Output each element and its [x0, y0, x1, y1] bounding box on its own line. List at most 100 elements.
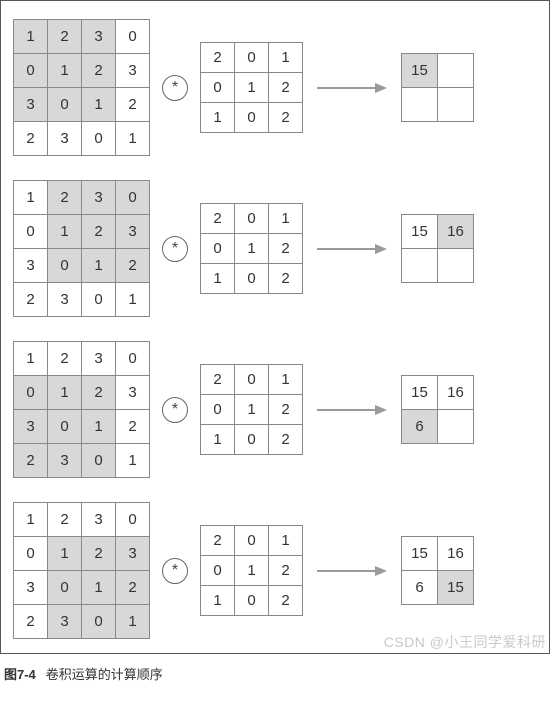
cell: 3	[14, 88, 48, 122]
cell: 2	[116, 249, 150, 283]
cell: 1	[14, 503, 48, 537]
cell: 0	[235, 526, 269, 556]
cell: 2	[269, 586, 303, 616]
cell: 0	[14, 537, 48, 571]
cell: 0	[116, 503, 150, 537]
cell: 0	[14, 376, 48, 410]
cell: 2	[48, 503, 82, 537]
cell: 0	[235, 365, 269, 395]
cell: 3	[48, 444, 82, 478]
cell: 0	[82, 444, 116, 478]
cell: 0	[14, 54, 48, 88]
arrow-icon	[315, 241, 389, 257]
cell: 1	[82, 249, 116, 283]
cell: 1	[116, 283, 150, 317]
cell: 2	[269, 73, 303, 103]
cell: 2	[48, 342, 82, 376]
cell: 2	[201, 43, 235, 73]
cell: 2	[48, 181, 82, 215]
caption-label: 图7-4	[4, 667, 36, 682]
cell: 1	[116, 605, 150, 639]
cell: 2	[14, 122, 48, 156]
cell: 1	[116, 122, 150, 156]
convolution-op-icon: *	[162, 558, 188, 584]
cell: 0	[48, 249, 82, 283]
cell: 0	[14, 215, 48, 249]
cell: 0	[48, 571, 82, 605]
output-grid: 1516	[401, 214, 474, 283]
cell: 2	[116, 571, 150, 605]
cell: 0	[201, 395, 235, 425]
cell: 0	[82, 122, 116, 156]
output-grid: 1516615	[401, 536, 474, 605]
cell: 0	[116, 181, 150, 215]
kernel-grid: 201012102	[200, 42, 303, 133]
diagram-frame: 1230012330122301*201012102 1512300123301…	[0, 0, 550, 654]
cell: 2	[14, 605, 48, 639]
cell: 1	[201, 425, 235, 455]
cell: 1	[201, 586, 235, 616]
cell	[402, 249, 438, 283]
cell: 2	[269, 264, 303, 294]
cell: 1	[235, 234, 269, 264]
cell: 2	[116, 88, 150, 122]
cell: 1	[48, 537, 82, 571]
cell	[438, 54, 474, 88]
kernel-grid: 201012102	[200, 525, 303, 616]
cell: 15	[402, 376, 438, 410]
input-grid: 1230012330122301	[13, 19, 150, 156]
cell: 0	[235, 43, 269, 73]
cell: 2	[116, 410, 150, 444]
cell: 1	[82, 88, 116, 122]
kernel-grid: 201012102	[200, 364, 303, 455]
convolution-step: 1230012330122301*201012102 15	[13, 19, 537, 156]
cell: 15	[438, 571, 474, 605]
convolution-op-icon: *	[162, 75, 188, 101]
cell: 2	[201, 365, 235, 395]
cell: 1	[14, 181, 48, 215]
cell: 3	[82, 342, 116, 376]
cell: 2	[14, 444, 48, 478]
cell: 15	[402, 215, 438, 249]
cell: 0	[82, 283, 116, 317]
cell: 2	[82, 54, 116, 88]
figure-caption: 图7-4卷积运算的计算顺序	[4, 664, 550, 683]
cell	[402, 88, 438, 122]
cell: 1	[269, 43, 303, 73]
cell: 1	[48, 215, 82, 249]
cell: 1	[235, 395, 269, 425]
cell: 1	[269, 365, 303, 395]
output-grid: 15	[401, 53, 474, 122]
kernel-grid: 201012102	[200, 203, 303, 294]
cell: 3	[14, 571, 48, 605]
cell: 3	[116, 376, 150, 410]
convolution-op-icon: *	[162, 397, 188, 423]
cell: 2	[269, 395, 303, 425]
cell: 3	[82, 181, 116, 215]
cell: 1	[82, 410, 116, 444]
cell: 3	[14, 249, 48, 283]
cell: 3	[116, 537, 150, 571]
cell: 1	[48, 376, 82, 410]
cell: 3	[48, 122, 82, 156]
cell: 0	[235, 264, 269, 294]
cell: 0	[235, 204, 269, 234]
cell: 2	[82, 215, 116, 249]
input-grid: 1230012330122301	[13, 180, 150, 317]
cell: 3	[116, 54, 150, 88]
cell: 3	[48, 605, 82, 639]
cell: 0	[235, 586, 269, 616]
cell: 15	[402, 54, 438, 88]
cell: 0	[235, 103, 269, 133]
cell: 2	[269, 425, 303, 455]
arrow-icon	[315, 563, 389, 579]
cell: 2	[201, 526, 235, 556]
convolution-step: 1230012330122301*201012102 15166	[13, 341, 537, 478]
cell: 2	[269, 556, 303, 586]
cell: 0	[201, 73, 235, 103]
cell: 0	[116, 20, 150, 54]
cell: 1	[269, 204, 303, 234]
cell: 1	[82, 571, 116, 605]
cell: 3	[82, 503, 116, 537]
cell: 2	[82, 376, 116, 410]
